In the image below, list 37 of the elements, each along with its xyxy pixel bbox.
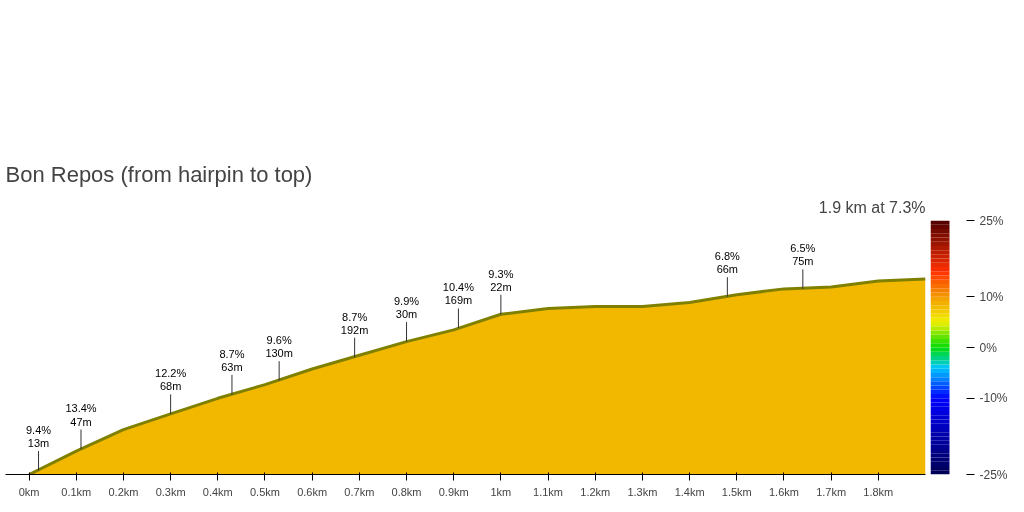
x-tick-label: 0.3km	[155, 485, 186, 498]
x-tick-label: 0.4km	[202, 485, 233, 498]
annotation: 13.4% 47m	[65, 402, 97, 428]
annotation: 9.6% 130m	[265, 334, 293, 360]
x-tick-label: 0.2km	[108, 485, 139, 498]
x-tick-label: 1.3km	[627, 485, 658, 498]
annotation: 8.7% 63m	[219, 347, 245, 373]
annotation: 8.7% 192m	[340, 310, 369, 336]
x-tick-label: 0.9km	[438, 485, 469, 498]
annotation: 6.5% 75m	[790, 242, 816, 268]
x-tick-label: 1.2km	[580, 485, 611, 498]
x-tick-label: 0.5km	[250, 485, 280, 498]
annotation: 6.8% 66m	[714, 250, 741, 276]
x-tick-label: 0.8km	[391, 485, 422, 498]
x-tick-label: 1.7km	[816, 485, 847, 498]
annotation: 10.4% 169m	[442, 281, 475, 307]
annotation: 12.2% 68m	[155, 367, 187, 393]
x-tick-label: 1.1km	[533, 485, 564, 498]
chart-subtitle: 1.9 km at 7.3%	[818, 198, 926, 216]
color-bar-label: 25%	[979, 213, 1004, 228]
color-bar-label: -25%	[979, 467, 1008, 482]
color-bar-label: -10%	[979, 391, 1008, 406]
annotation: 9.3% 22m	[488, 267, 514, 293]
x-tick-label: 1.8km	[863, 485, 894, 498]
color-bar-label: 0%	[979, 340, 998, 355]
x-tick-label: 0.6km	[297, 485, 328, 498]
x-tick-label: 0km	[18, 485, 40, 498]
x-tick-label: 0.7km	[344, 485, 375, 498]
x-tick-label: 1.4km	[674, 485, 705, 498]
chart-title: Bon Repos (from hairpin to top)	[5, 161, 313, 187]
x-tick-label: 1.5km	[721, 485, 752, 498]
annotation: 9.9% 30m	[393, 294, 420, 321]
x-tick-label: 0.1km	[61, 485, 92, 498]
color-bar-label: 10%	[979, 289, 1004, 304]
x-tick-label: 1km	[490, 485, 512, 498]
x-tick-label: 1.6km	[768, 485, 799, 498]
annotation: 9.4% 13m	[25, 423, 52, 450]
